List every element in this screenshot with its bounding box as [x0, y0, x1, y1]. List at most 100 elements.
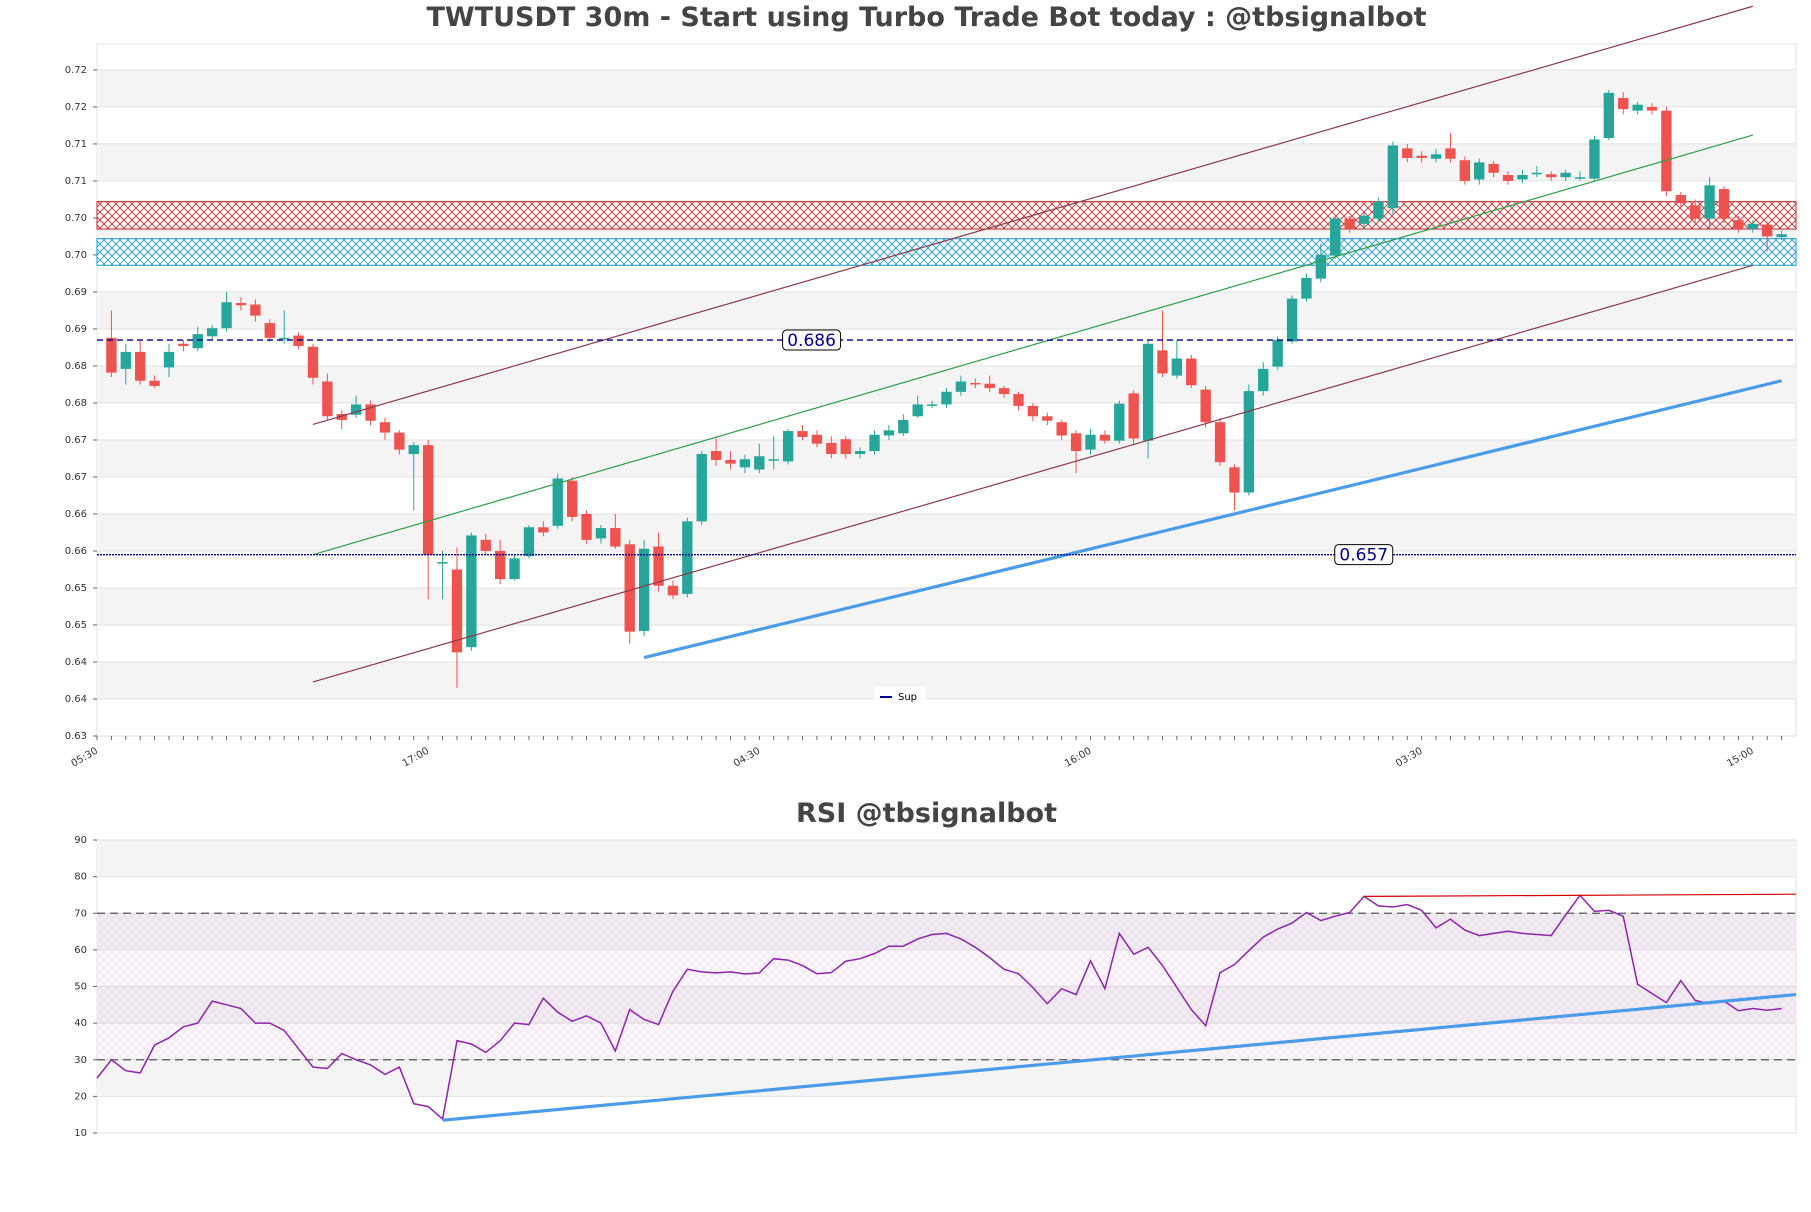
candle-body — [1142, 343, 1154, 441]
candle-body — [1445, 148, 1456, 159]
candle-body — [1042, 416, 1053, 421]
candle-body — [135, 351, 146, 381]
candle-body — [970, 382, 981, 385]
candle-body — [624, 544, 635, 632]
candle-body — [1128, 393, 1139, 439]
candle-body — [1416, 155, 1427, 158]
candle-body — [739, 459, 751, 468]
candle-body — [1733, 220, 1744, 229]
grid-band — [97, 69, 1796, 107]
legend-box — [874, 687, 926, 707]
candle-body — [1027, 405, 1039, 417]
candle-body — [1646, 106, 1658, 111]
candle-body — [1214, 422, 1226, 463]
legend-label: Sup — [898, 692, 917, 703]
candle-body — [192, 334, 203, 349]
grid-band — [97, 1059, 1796, 1097]
x-tick-label: 05:30 — [70, 746, 100, 770]
candle-body — [667, 585, 679, 596]
y-tick-label: 0.64 — [65, 694, 87, 705]
candle-body — [984, 383, 995, 389]
y-tick-label: 0.63 — [65, 731, 87, 742]
candle-body — [1517, 174, 1528, 180]
candle-body — [1430, 154, 1442, 159]
price-label: 0.686 — [787, 331, 836, 351]
candle-body — [955, 381, 967, 392]
candle-body — [278, 337, 290, 340]
candle-body — [480, 539, 491, 551]
y-tick-label: 0.70 — [65, 213, 87, 224]
y-tick-label: 0.64 — [65, 657, 87, 668]
candle-body — [883, 430, 895, 436]
grid-band — [97, 661, 1796, 699]
candle-body — [1157, 350, 1168, 374]
candle-body — [163, 351, 175, 368]
rsi-band-hatch — [97, 913, 1796, 1060]
candle-body — [1574, 177, 1586, 179]
candle-body — [365, 404, 376, 421]
candle-body — [768, 459, 779, 461]
candle-body — [1618, 98, 1629, 110]
candle-body — [422, 445, 434, 555]
candle-body — [682, 521, 693, 594]
candle-body — [610, 528, 621, 547]
candle-body — [451, 569, 463, 653]
y-tick-label: 50 — [74, 982, 87, 993]
candle-body — [221, 302, 232, 329]
candle-body — [1531, 172, 1543, 175]
price-label-box — [1334, 544, 1394, 566]
candle-body — [1776, 234, 1787, 238]
candle-body — [1718, 189, 1730, 219]
candle-body — [106, 337, 117, 373]
candle-body — [1200, 389, 1211, 423]
y-tick-label: 0.72 — [65, 65, 87, 76]
candle-body — [1589, 139, 1600, 179]
candle-body — [1474, 162, 1485, 180]
y-tick-label: 60 — [74, 945, 87, 956]
candle-body — [581, 513, 592, 540]
y-tick-label: 0.67 — [65, 472, 87, 483]
trend-line — [312, 5, 1753, 425]
candle-body — [566, 480, 578, 517]
candle-body — [1171, 358, 1183, 376]
candle-body — [1502, 174, 1514, 181]
grid-band — [97, 291, 1796, 329]
y-tick-label: 0.65 — [65, 620, 87, 631]
candle-body — [869, 434, 880, 452]
trend-line — [1364, 893, 1797, 898]
candle-body — [1286, 298, 1298, 342]
y-tick-label: 0.65 — [65, 583, 87, 594]
y-tick-label: 0.66 — [65, 546, 87, 557]
y-tick-label: 0.72 — [65, 102, 87, 113]
candle-body — [1070, 433, 1082, 452]
candle-body — [552, 478, 563, 526]
candle-body — [725, 459, 736, 464]
y-tick-label: 40 — [74, 1018, 87, 1029]
candle-body — [235, 303, 247, 306]
candle-body — [1675, 194, 1686, 204]
y-tick-label: 20 — [74, 1091, 87, 1102]
candle-body — [1690, 205, 1701, 219]
candle-body — [1186, 358, 1197, 386]
candle-body — [538, 527, 549, 533]
y-tick-label: 0.71 — [65, 176, 87, 187]
y-tick-label: 0.67 — [65, 435, 87, 446]
candle-body — [595, 528, 607, 539]
y-tick-label: 0.69 — [65, 324, 87, 335]
y-tick-label: 0.68 — [65, 361, 87, 372]
candle-body — [754, 456, 765, 470]
candle-body — [120, 351, 131, 369]
candle-body — [264, 323, 275, 338]
candle-body — [1704, 185, 1715, 219]
candle-body — [710, 451, 722, 460]
price-label-box — [782, 329, 842, 351]
candle-body — [1762, 224, 1773, 237]
candle-body — [1243, 391, 1255, 493]
candle-body — [1661, 110, 1672, 192]
candle-body — [494, 550, 506, 580]
candle-body — [1402, 148, 1413, 158]
candle-body — [912, 404, 923, 417]
candle-body — [1546, 174, 1557, 178]
rsi-line — [96, 894, 1782, 1121]
candle-body — [653, 546, 664, 586]
